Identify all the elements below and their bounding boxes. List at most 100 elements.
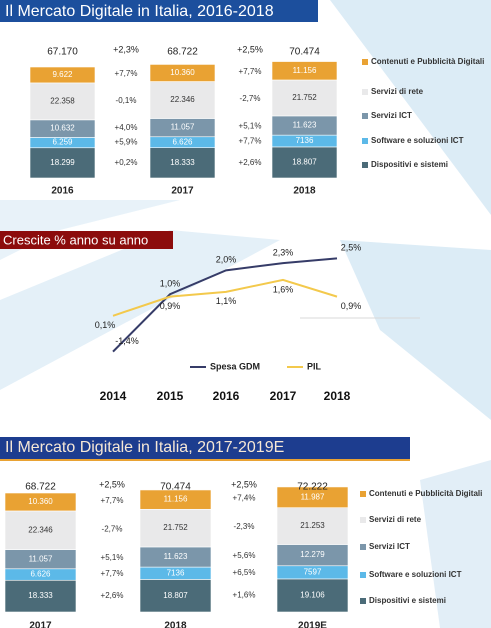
x-tick-label: 2017 xyxy=(171,186,194,197)
legend-label: PIL xyxy=(307,361,322,371)
segment-label: 11.156 xyxy=(293,66,317,75)
x-tick-label: 2017 xyxy=(29,621,52,628)
total-growth-label: +2,5% xyxy=(231,479,257,489)
growth-label: +1,6% xyxy=(233,591,256,600)
legend-label: Servizi ICT xyxy=(371,111,412,120)
segment-label: 21.752 xyxy=(163,523,188,532)
data-label: 1,6% xyxy=(273,284,294,294)
data-label: 1,0% xyxy=(160,279,181,289)
legend-swatch xyxy=(360,517,366,523)
x-tick-label: 2018 xyxy=(293,186,316,197)
growth-label: +7,7% xyxy=(239,137,262,146)
legend-swatch xyxy=(360,491,366,497)
x-tick-label: 2016 xyxy=(213,389,240,403)
legend-label: Servizi di rete xyxy=(369,515,422,524)
segment-label: 6.626 xyxy=(30,570,51,579)
bar-segment xyxy=(149,81,216,119)
total-growth-label: +2,5% xyxy=(237,44,263,54)
legend-swatch xyxy=(362,59,368,65)
legend-label: Contenuti e Pubblicità Digitali xyxy=(369,489,483,498)
segment-label: 12.279 xyxy=(300,550,325,559)
segment-label: 19.106 xyxy=(300,591,325,600)
legend-swatch xyxy=(362,89,368,95)
title-box xyxy=(0,231,173,249)
segment-label: 18.807 xyxy=(292,158,317,167)
growth-label: -2,7% xyxy=(240,94,261,103)
bar-segment xyxy=(29,82,96,121)
segment-label: 9.622 xyxy=(52,70,73,79)
growth-label: +2,6% xyxy=(101,591,124,600)
bar-segment xyxy=(271,79,338,117)
x-tick-label: 2017 xyxy=(270,389,297,403)
total-label: 68.722 xyxy=(25,482,56,493)
growth-label: +5,9% xyxy=(115,138,138,147)
bar-segment xyxy=(4,510,77,550)
growth-label: -2,7% xyxy=(102,524,123,533)
segment-label: 21.752 xyxy=(292,93,317,102)
growth-label: +7,4% xyxy=(233,494,256,503)
segment-label: 21.253 xyxy=(300,521,325,530)
legend-item: Software e soluzioni ICT xyxy=(371,136,463,145)
growth-label: +7,7% xyxy=(101,496,124,505)
growth-label: +0,2% xyxy=(115,158,138,167)
segment-label: 11.623 xyxy=(293,121,317,130)
bar-segment xyxy=(4,492,77,512)
growth-label: +7,7% xyxy=(101,569,124,578)
segment-label: 11.057 xyxy=(29,554,53,563)
segment-label: 10.360 xyxy=(170,68,195,77)
total-label: 72.222 xyxy=(297,482,328,493)
bar-segment xyxy=(4,579,77,613)
segment-label: 22.358 xyxy=(50,96,75,105)
segment-label: 11.623 xyxy=(164,552,188,561)
line xyxy=(112,257,338,353)
growth-label: +5,6% xyxy=(233,551,256,560)
segment-label: 7136 xyxy=(296,136,314,145)
legend-label: Servizi di rete xyxy=(371,87,424,96)
bar-segment xyxy=(276,507,349,545)
legend-swatch xyxy=(362,113,368,119)
x-tick-label: 2014 xyxy=(100,389,127,403)
bar-segment xyxy=(139,508,212,548)
legend-swatch xyxy=(362,138,368,144)
data-label: 1,1% xyxy=(216,296,237,306)
growth-label: +7,7% xyxy=(239,67,262,76)
growth-label: +4,0% xyxy=(115,123,138,132)
legend-label: Contenuti e Pubblicità Digitali xyxy=(371,57,485,66)
chart-title: Il Mercato Digitale in Italia, 2017-2019… xyxy=(5,439,284,456)
bar-segment xyxy=(276,486,349,508)
segment-label: 18.333 xyxy=(28,591,53,600)
data-label: 0,1% xyxy=(95,320,116,330)
chart-title: Il Mercato Digitale in Italia, 2016-2018 xyxy=(5,3,274,20)
total-growth-label: +2,5% xyxy=(99,479,125,489)
segment-label: 10.632 xyxy=(50,124,75,133)
background-swoosh xyxy=(340,240,491,420)
growth-label: -2,3% xyxy=(234,522,255,531)
data-label: 2,3% xyxy=(273,248,294,258)
background-swoosh xyxy=(0,200,180,260)
segment-label: 22.346 xyxy=(28,525,53,534)
data-label: -1,4% xyxy=(115,336,139,346)
bar-segment xyxy=(149,64,216,82)
data-label: 0,9% xyxy=(160,301,181,311)
segment-label: 11.156 xyxy=(164,495,188,504)
legend-item: Servizi di rete xyxy=(369,515,422,524)
legend-swatch xyxy=(360,572,366,578)
title-box xyxy=(0,437,410,459)
bar-segment xyxy=(276,578,349,613)
bar-segment xyxy=(29,66,96,84)
legend-swatch xyxy=(360,544,366,550)
segment-label: 6.626 xyxy=(172,137,193,146)
legend-item: Software e soluzioni ICT xyxy=(369,570,462,579)
legend-item: Dispositivi e sistemi xyxy=(371,160,448,169)
segment-label: 6.259 xyxy=(52,138,73,147)
legend-label: Software e soluzioni ICT xyxy=(369,570,462,579)
legend-item: Servizi ICT xyxy=(371,111,412,120)
x-tick-label: 2016 xyxy=(51,186,74,197)
legend-label: Dispositivi e sistemi xyxy=(371,160,448,169)
legend-item: Dispositivi e sistemi xyxy=(369,596,446,605)
growth-label: +5,1% xyxy=(101,553,124,562)
total-growth-label: +2,3% xyxy=(113,44,139,54)
x-tick-label: 2019E xyxy=(298,621,327,628)
